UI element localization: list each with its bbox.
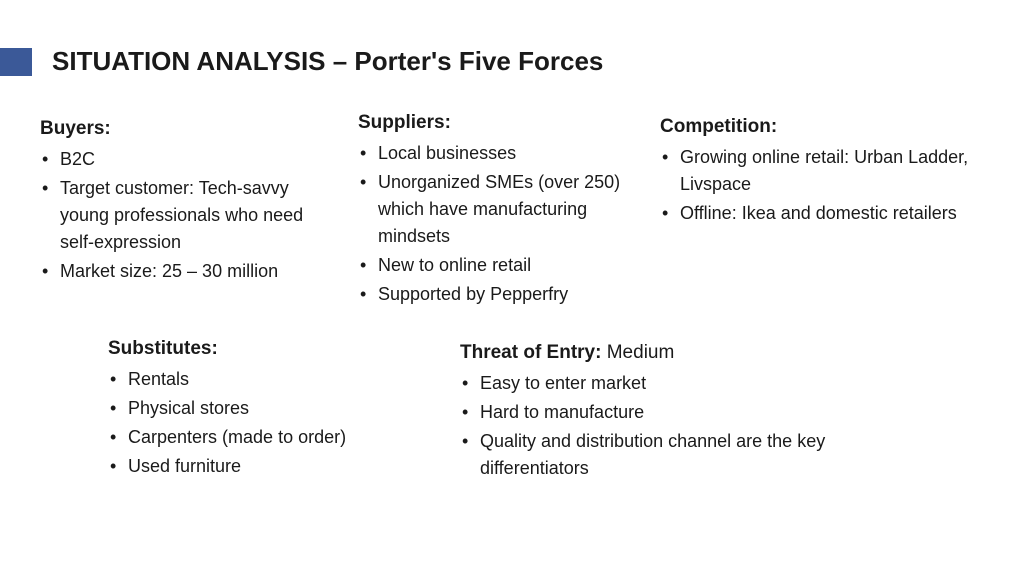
list-item: Quality and distribution channel are the… [460, 428, 880, 482]
list-item: New to online retail [358, 252, 638, 279]
list-item: Unorganized SMEs (over 250) which have m… [358, 169, 638, 250]
threat-heading-prefix: Threat of Entry: [460, 342, 607, 363]
list-item: Carpenters (made to order) [108, 424, 418, 451]
competition-list: Growing online retail: Urban Ladder, Liv… [660, 144, 990, 227]
section-suppliers: Suppliers: Local businesses Unorganized … [358, 112, 638, 310]
buyers-heading: Buyers: [40, 118, 340, 140]
buyers-list: B2C Target customer: Tech-savvy young pr… [40, 146, 340, 285]
list-item: Market size: 25 – 30 million [40, 258, 340, 285]
substitutes-list: Rentals Physical stores Carpenters (made… [108, 366, 418, 480]
threat-list: Easy to enter market Hard to manufacture… [460, 370, 880, 482]
list-item: Supported by Pepperfry [358, 281, 638, 308]
threat-heading: Threat of Entry: Medium [460, 342, 880, 364]
threat-heading-value: Medium [607, 342, 675, 363]
list-item: Growing online retail: Urban Ladder, Liv… [660, 144, 990, 198]
list-item: B2C [40, 146, 340, 173]
section-threat: Threat of Entry: Medium Easy to enter ma… [460, 342, 880, 484]
suppliers-list: Local businesses Unorganized SMEs (over … [358, 140, 638, 308]
list-item: Easy to enter market [460, 370, 880, 397]
list-item: Target customer: Tech-savvy young profes… [40, 175, 340, 256]
section-buyers: Buyers: B2C Target customer: Tech-savvy … [40, 118, 340, 287]
list-item: Used furniture [108, 453, 418, 480]
title-accent-bar [0, 48, 32, 76]
suppliers-heading: Suppliers: [358, 112, 638, 134]
list-item: Physical stores [108, 395, 418, 422]
section-competition: Competition: Growing online retail: Urba… [660, 116, 990, 229]
list-item: Offline: Ikea and domestic retailers [660, 200, 990, 227]
page-title: SITUATION ANALYSIS – Porter's Five Force… [52, 46, 603, 77]
competition-heading: Competition: [660, 116, 990, 138]
list-item: Hard to manufacture [460, 399, 880, 426]
list-item: Local businesses [358, 140, 638, 167]
list-item: Rentals [108, 366, 418, 393]
section-substitutes: Substitutes: Rentals Physical stores Car… [108, 338, 418, 482]
substitutes-heading: Substitutes: [108, 338, 418, 360]
